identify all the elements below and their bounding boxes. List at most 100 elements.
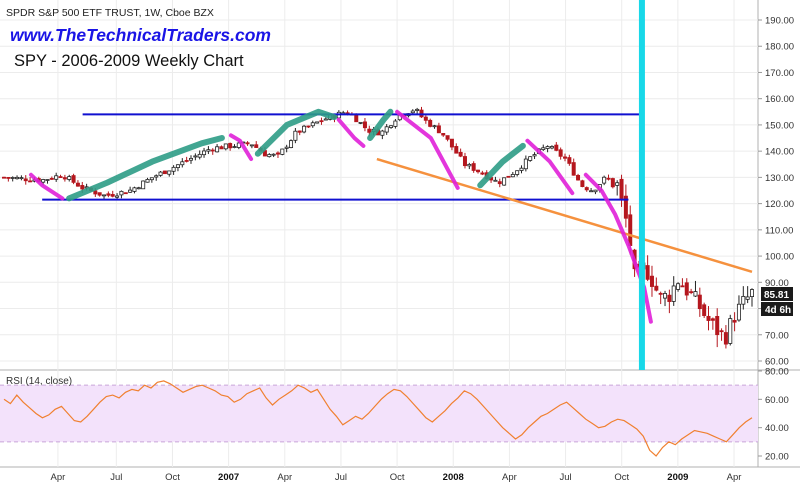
candle-body: [149, 177, 154, 181]
candle-body: [275, 152, 280, 155]
candle-body: [102, 194, 107, 197]
candle-body: [49, 177, 54, 180]
candle-body: [693, 291, 698, 297]
candle-body: [193, 155, 198, 158]
website-watermark: www.TheTechnicalTraders.com: [10, 25, 271, 45]
candle-body: [362, 121, 367, 129]
candle-body: [741, 296, 746, 305]
candle-body: [254, 144, 259, 148]
candle-body: [410, 110, 415, 114]
candle-body: [271, 153, 276, 156]
last-price-value: 85.81: [764, 290, 789, 301]
time-tick-label: Apr: [727, 472, 742, 483]
rsi-tick-label: 80.00: [765, 367, 789, 378]
candle-body: [545, 146, 550, 149]
rally-highlight: [477, 142, 526, 189]
rsi-pane: [0, 380, 758, 457]
candle-body: [45, 179, 50, 181]
candle-body: [393, 120, 398, 127]
candle-body: [706, 315, 711, 321]
decline-highlight: [525, 138, 575, 196]
candle-body: [354, 114, 359, 123]
decline-highlight: [29, 172, 65, 201]
price-tick-label: 150.00: [765, 120, 794, 131]
rsi-tick-label: 60.00: [765, 395, 789, 406]
candle-body: [723, 332, 728, 345]
candle-body: [302, 125, 307, 133]
candle-body: [462, 156, 467, 167]
candle-body: [497, 181, 502, 185]
candle-body: [449, 138, 454, 148]
candle-body: [732, 320, 737, 323]
candle-body: [210, 149, 215, 152]
candle-body: [215, 146, 220, 153]
price-tick-label: 160.00: [765, 94, 794, 105]
candle-body: [558, 149, 563, 157]
candle-body: [223, 143, 228, 150]
candle-body: [606, 177, 611, 180]
candle-body: [389, 125, 394, 128]
candle-body: [323, 118, 328, 121]
candle-body: [702, 304, 707, 316]
candle-body: [297, 130, 302, 133]
candle-body: [10, 177, 15, 179]
time-axis: Apr Jul Oct 2007 Apr Jul Oct 2008 Apr Jul Oct 2009 A…: [51, 472, 742, 483]
decline-highlight: [395, 109, 460, 190]
candle-body: [80, 185, 85, 190]
candle-body: [2, 176, 7, 179]
candle-body: [471, 163, 476, 171]
candle-body: [54, 175, 59, 180]
candle-body: [232, 146, 237, 148]
candle-body: [697, 294, 702, 310]
candle-body: [671, 285, 676, 302]
time-tick-label: 2009: [667, 472, 688, 483]
candle-body: [684, 282, 689, 296]
candle-body: [563, 156, 568, 159]
candle-body: [506, 175, 511, 178]
time-tick-label: Apr: [277, 472, 292, 483]
candle-body: [97, 192, 102, 196]
candle-body: [715, 316, 720, 336]
price-tick-label: 130.00: [765, 173, 794, 184]
candle-body: [523, 158, 528, 170]
rally-highlight: [367, 108, 394, 141]
candle-body: [623, 195, 628, 219]
candle-body: [15, 176, 20, 180]
countdown-value: 4d 6h: [765, 305, 791, 316]
candle-body: [658, 292, 663, 295]
candle-body: [445, 135, 450, 140]
price-tick-label: 170.00: [765, 68, 794, 79]
candle-body: [145, 179, 150, 183]
descending-trendline: [376, 157, 753, 274]
candle-body: [428, 119, 433, 127]
candle-body: [93, 190, 98, 195]
candle-body: [154, 175, 159, 178]
candle-body: [663, 293, 668, 299]
candle-body: [554, 144, 559, 151]
candle-body: [528, 156, 533, 161]
candle-body: [519, 167, 524, 171]
candle-body: [628, 214, 633, 246]
candle-body: [175, 164, 180, 168]
candle-body: [589, 190, 594, 193]
candle-body: [202, 150, 207, 156]
candle-body: [6, 177, 11, 179]
decline-highlight: [336, 117, 366, 148]
candle-body: [719, 330, 724, 333]
candle-body: [249, 144, 254, 147]
candle-body: [58, 176, 63, 178]
candle-body: [132, 187, 137, 192]
candle-body: [493, 179, 498, 182]
time-tick-label: Apr: [502, 472, 517, 483]
candle-body: [567, 157, 572, 164]
rally-highlight: [66, 135, 225, 202]
candle-body: [171, 166, 176, 172]
candle-body: [115, 195, 120, 198]
candle-body: [188, 157, 193, 161]
candle-body: [228, 143, 233, 149]
candle-body: [136, 187, 141, 190]
time-tick-label: 2007: [218, 472, 239, 483]
candle-body: [41, 179, 46, 183]
candle-body: [23, 178, 28, 182]
